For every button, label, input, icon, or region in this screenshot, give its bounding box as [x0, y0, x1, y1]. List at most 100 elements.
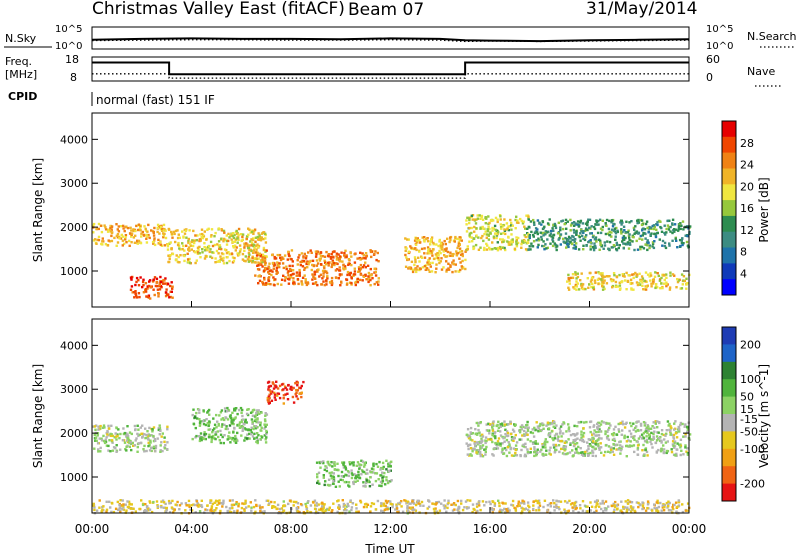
scatter-mark — [647, 429, 650, 432]
scatter-mark — [320, 283, 324, 286]
scatter-mark — [325, 270, 328, 273]
scatter-mark — [509, 422, 512, 425]
noise-left-tick-bottom: 10^0 — [55, 41, 82, 52]
scatter-mark — [205, 418, 208, 421]
scatter-mark — [208, 428, 212, 431]
scatter-mark — [594, 454, 597, 458]
scatter-mark — [640, 219, 644, 222]
scatter-mark — [150, 446, 153, 449]
scatter-mark — [129, 441, 132, 444]
scatter-mark — [143, 225, 146, 228]
scatter-mark — [497, 499, 500, 502]
scatter-mark — [445, 268, 449, 271]
scatter-mark — [665, 276, 668, 279]
scatter-mark — [217, 227, 220, 230]
scatter-mark — [360, 463, 363, 467]
scatter-mark — [677, 501, 680, 504]
scatter-mark — [373, 267, 376, 270]
scatter-mark — [164, 236, 168, 240]
scatter-mark — [642, 421, 646, 424]
scatter-mark — [349, 271, 352, 275]
scatter-mark — [99, 446, 102, 450]
scatter-mark — [359, 501, 363, 504]
scatter-mark — [227, 435, 230, 438]
scatter-mark — [410, 246, 413, 250]
scatter-mark — [513, 247, 517, 250]
scatter-mark — [216, 260, 219, 263]
scatter-mark — [196, 234, 199, 237]
scatter-mark — [579, 447, 582, 450]
scatter-mark — [405, 256, 408, 259]
scatter-mark — [156, 437, 159, 440]
scatter-mark — [561, 227, 565, 231]
scatter-mark — [593, 429, 596, 432]
scatter-mark — [136, 239, 139, 242]
scatter-mark — [358, 278, 362, 282]
scatter-mark — [683, 425, 686, 428]
scatter-mark — [175, 258, 178, 262]
scatter-mark — [146, 505, 149, 508]
scatter-mark — [515, 239, 518, 242]
scatter-mark — [437, 256, 440, 260]
scatter-mark — [171, 296, 174, 299]
scatter-mark — [268, 269, 271, 272]
scatter-mark — [208, 433, 211, 436]
scatter-mark — [619, 287, 622, 290]
scatter-mark — [174, 503, 177, 506]
scatter-mark — [225, 251, 229, 255]
scatter-mark — [533, 426, 536, 430]
scatter-mark — [280, 283, 283, 286]
scatter-mark — [679, 444, 683, 447]
scatter-mark — [615, 433, 619, 436]
scatter-mark — [238, 253, 241, 256]
scatter-mark — [361, 470, 365, 473]
scatter-mark — [366, 264, 370, 267]
scatter-mark — [219, 429, 222, 433]
scatter-mark — [642, 247, 646, 250]
scatter-mark — [485, 423, 488, 426]
scatter-mark — [153, 239, 156, 242]
scatter-mark — [669, 433, 672, 436]
scatter-mark — [639, 422, 643, 426]
scatter-mark — [296, 259, 299, 262]
scatter-mark — [106, 433, 109, 436]
scatter-mark — [287, 383, 290, 387]
scatter-mark — [361, 279, 364, 282]
scatter-mark — [127, 500, 131, 503]
scatter-mark — [286, 398, 290, 401]
scatter-mark — [494, 228, 497, 232]
scatter-mark — [685, 277, 688, 280]
scatter-mark — [260, 426, 263, 429]
scatter-mark — [618, 447, 621, 450]
scatter-mark — [645, 440, 648, 443]
scatter-mark — [468, 234, 471, 237]
scatter-mark — [262, 269, 266, 272]
scatter-mark — [588, 283, 591, 286]
scatter-mark — [115, 223, 118, 226]
scatter-mark — [636, 453, 640, 456]
scatter-mark — [574, 247, 577, 250]
scatter-mark — [164, 294, 168, 298]
scatter-mark — [679, 423, 682, 427]
scatter-mark — [640, 275, 644, 278]
scatter-mark — [145, 241, 149, 244]
scatter-mark — [632, 226, 636, 230]
scatter-mark — [678, 430, 681, 433]
scatter-mark — [178, 247, 181, 250]
scatter-mark — [588, 226, 591, 229]
scatter-mark — [658, 238, 661, 241]
scatter-mark — [243, 249, 246, 252]
scatter-mark — [245, 237, 248, 240]
scatter-mark — [663, 278, 666, 282]
scatter-mark — [618, 281, 621, 284]
scatter-mark — [480, 437, 483, 440]
scatter-mark — [237, 227, 241, 231]
scatter-mark — [644, 509, 648, 512]
scatter-mark — [546, 231, 549, 234]
scatter-mark — [323, 483, 326, 487]
scatter-mark — [295, 388, 298, 392]
scatter-mark — [619, 221, 622, 224]
scatter-mark — [625, 444, 628, 448]
scatter-mark — [229, 416, 233, 420]
scatter-mark — [323, 468, 326, 471]
